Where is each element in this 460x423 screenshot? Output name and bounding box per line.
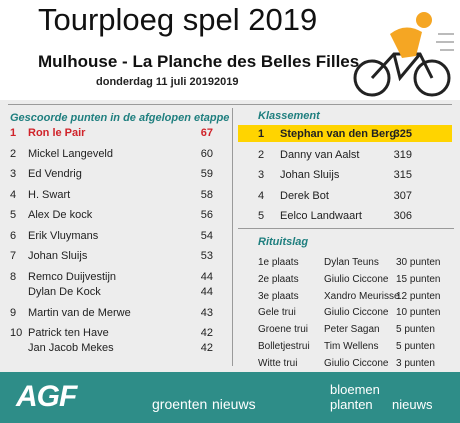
player-name: Erik Vluymans [28, 229, 99, 242]
result-label: 1e plaats [258, 257, 299, 268]
points: 58 [200, 188, 213, 201]
player-name: Dylan De Kock [28, 285, 101, 298]
highlight [238, 125, 452, 142]
section-heading: Rituitslag [258, 236, 309, 248]
rider: Giulio Ciccone [324, 357, 389, 369]
result-label: 2e plaats [258, 273, 299, 285]
section-heading: Gescoorde punten in de afgelopen etappe [10, 112, 230, 124]
logo-word: nieuws [212, 396, 256, 412]
player-name: Martin van de Merwe [28, 306, 131, 319]
rank: 3 [258, 169, 265, 181]
divider [8, 104, 452, 105]
points: 67 [200, 127, 213, 139]
points: 306 [393, 210, 412, 222]
player-name: Eelco Landwaart [280, 210, 362, 222]
rank: 4 [258, 189, 265, 202]
section-heading: Klassement [258, 110, 320, 122]
result-points: 10 punten [396, 307, 441, 319]
player-name: Johan Sluijs [28, 250, 88, 262]
rank: 5 [258, 210, 265, 222]
player-name: Derek Bot [280, 189, 329, 202]
result-points: 30 punten [396, 257, 441, 268]
rank: 2 [258, 148, 265, 161]
points: 53 [200, 250, 213, 262]
rider: Peter Sagan [324, 324, 380, 336]
points: 325 [393, 128, 412, 140]
rider: Giulio Ciccone [324, 273, 389, 285]
points: 60 [200, 147, 213, 160]
result-label: Gele trui [258, 307, 296, 319]
points: 54 [200, 229, 213, 242]
result-points: 3 punten [396, 357, 435, 369]
rider: Giulio Ciccone [324, 307, 389, 319]
points: 59 [200, 168, 213, 180]
result-points: 15 punten [396, 273, 441, 285]
title: Tourploeg spel 2019 [38, 2, 318, 37]
cyclist-illustration [353, 12, 454, 97]
stage: Mulhouse - La Planche des Belles Filles [38, 52, 360, 71]
date: donderdag 11 juli 20192019 [96, 76, 239, 88]
points: 42 [200, 342, 213, 354]
rank: 1 [258, 128, 265, 140]
rank: 3 [10, 168, 17, 180]
divider [238, 228, 454, 229]
result-points: 5 punten [396, 341, 435, 352]
player-name: Johan Sluijs [280, 169, 340, 181]
result-label: Witte trui [258, 357, 298, 369]
rank: 6 [10, 229, 17, 242]
rider: Tim Wellens [324, 341, 379, 352]
points: 44 [200, 270, 213, 283]
agf-logo: AGF [16, 380, 77, 413]
result-label: 3e plaats [258, 290, 299, 302]
logo-word: groenten [152, 396, 208, 412]
player-name: Alex De kock [28, 209, 93, 221]
points: 42 [200, 327, 213, 339]
footer: AGF groenten nieuws bloemen planten nieuws [0, 372, 460, 423]
logo-word: planten [330, 397, 373, 412]
logo-word: nieuws [392, 397, 433, 412]
result-points: 5 punten [396, 324, 435, 336]
logo-word: bloemen [330, 382, 380, 397]
rank: 4 [10, 188, 17, 201]
points: 44 [200, 285, 213, 298]
points: 56 [200, 209, 213, 221]
player-name: Ron le Pair [28, 127, 86, 139]
player-name: Mickel Langeveld [28, 147, 113, 160]
rank: 10 [10, 327, 23, 339]
player-name: Danny van Aalst [280, 148, 360, 161]
player-name: Remco Duijvestijn [28, 270, 117, 283]
rank: 5 [10, 209, 17, 221]
player-name: Stephan van den Berg [280, 128, 397, 140]
result-points: 12 punten [396, 290, 441, 302]
column-divider [232, 108, 233, 366]
rank: 1 [10, 127, 17, 139]
rank: 2 [10, 147, 17, 160]
rider: Xandro Meurisse [324, 290, 400, 302]
points: 307 [393, 189, 412, 202]
rank: 9 [10, 306, 17, 319]
rank: 7 [10, 250, 17, 262]
player-name: Ed Vendrig [28, 168, 82, 180]
player-name: Jan Jacob Mekes [28, 342, 114, 354]
points: 315 [393, 169, 412, 181]
rank: 8 [10, 270, 17, 283]
player-name: H. Swart [28, 188, 71, 201]
rider: Dylan Teuns [324, 257, 379, 268]
header: Tourploeg spel 2019 Mulhouse - La Planch… [0, 0, 460, 100]
result-label: Groene trui [258, 324, 309, 336]
result-label: Bolletjestrui [258, 341, 310, 352]
points: 43 [200, 306, 213, 319]
player-name: Patrick ten Have [28, 327, 109, 339]
points: 319 [393, 148, 412, 161]
